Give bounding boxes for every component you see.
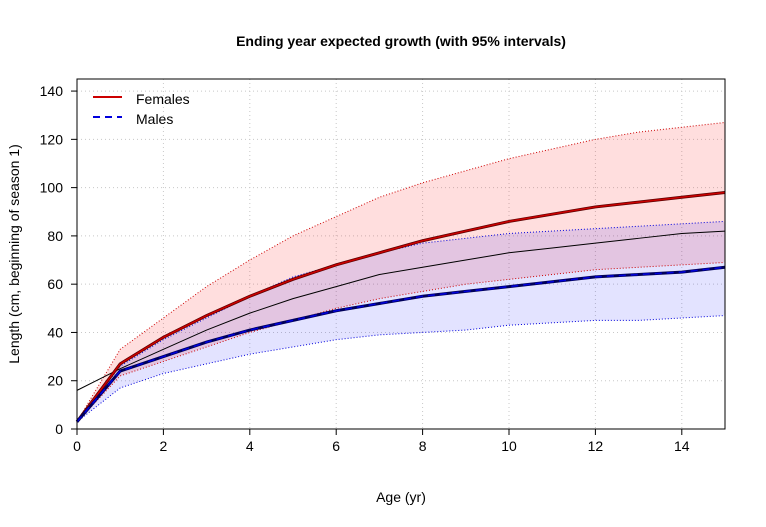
series-lines [75, 190, 726, 423]
y-axis-ticks: 0 20 40 60 80 100 120 140 [40, 83, 77, 437]
y-axis-label: Length (cm, beginning of season 1) [6, 144, 22, 363]
x-tick-label-4: 8 [419, 438, 427, 454]
band-females [77, 122, 725, 422]
x-axis-ticks: 0 2 4 6 8 10 12 14 [73, 429, 690, 454]
series-line-females [76, 191, 726, 423]
y-tick-label-2: 40 [47, 324, 63, 340]
legend-label-females: Females [136, 91, 190, 107]
x-tick-label-7: 14 [674, 438, 690, 454]
y-tick-label-6: 120 [40, 131, 64, 147]
lower-bound-males [76, 315, 726, 423]
x-tick-label-6: 12 [588, 438, 604, 454]
x-tick-label-3: 6 [332, 438, 340, 454]
y-tick-label-0: 0 [55, 421, 63, 437]
x-tick-label-2: 4 [246, 438, 254, 454]
x-tick-label-5: 10 [501, 438, 517, 454]
plot-frame [76, 78, 726, 430]
y-tick-label-4: 80 [47, 228, 63, 244]
upper-bound-males [76, 220, 726, 423]
chart-title: Ending year expected growth (with 95% in… [236, 33, 566, 49]
band-males [77, 221, 725, 422]
legend-label-males: Males [136, 111, 173, 127]
series-line-males [76, 266, 726, 423]
y-tick-label-3: 60 [47, 276, 63, 292]
interval-bound-lines [76, 121, 726, 423]
y-tick-label-1: 20 [47, 373, 63, 389]
confidence-bands [77, 122, 725, 422]
overall-growth-line [76, 230, 726, 391]
x-tick-label-0: 0 [73, 438, 81, 454]
upper-bound-females [76, 121, 726, 423]
y-tick-label-5: 100 [40, 180, 64, 196]
legend: Females Males [93, 91, 190, 127]
y-tick-label-7: 140 [40, 83, 64, 99]
x-tick-label-1: 2 [160, 438, 168, 454]
grid [76, 79, 725, 430]
lower-bound-females [76, 261, 726, 423]
x-axis-label: Age (yr) [376, 489, 426, 505]
